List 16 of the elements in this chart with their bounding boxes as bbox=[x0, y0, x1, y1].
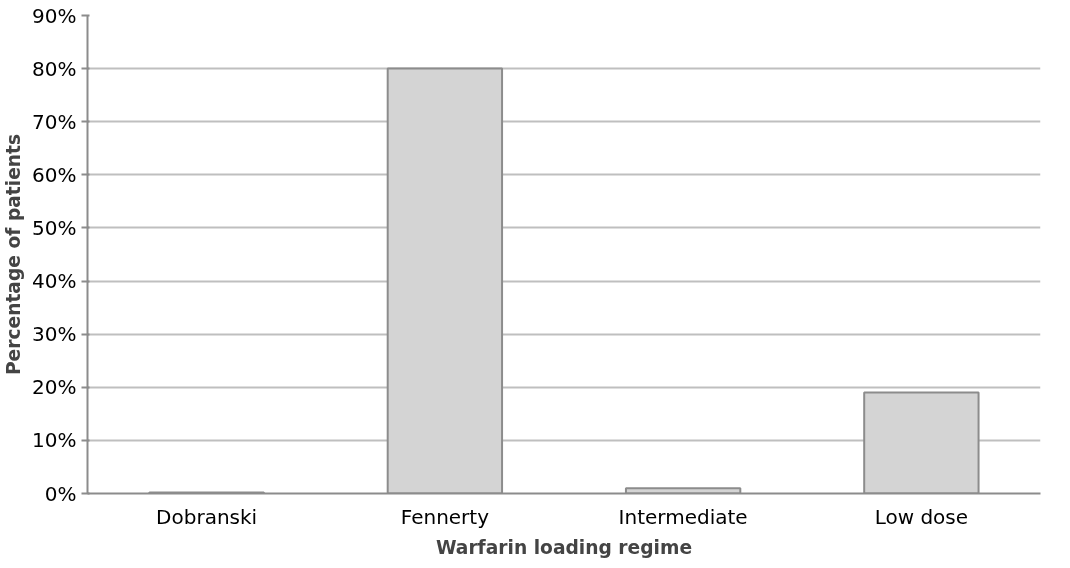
y-tick-label: 60% bbox=[32, 162, 77, 187]
x-tick-label: Intermediate bbox=[618, 504, 748, 529]
y-tick-label: 10% bbox=[32, 428, 77, 453]
x-tick-label: Low dose bbox=[874, 504, 969, 529]
y-tick-label: 80% bbox=[32, 56, 77, 81]
y-tick-label: 30% bbox=[32, 322, 77, 347]
y-tick-label: 50% bbox=[32, 215, 77, 240]
y-tick-label: 90% bbox=[32, 3, 77, 28]
y-tick-label: 40% bbox=[32, 269, 77, 294]
y-tick-label: 70% bbox=[32, 109, 77, 134]
y-tick-label: 20% bbox=[32, 375, 77, 400]
x-tick-label: Dobranski bbox=[156, 504, 258, 529]
x-axis-title: Warfarin loading regime bbox=[435, 536, 693, 558]
y-tick-label: 0% bbox=[44, 481, 77, 506]
x-tick-label: Fennerty bbox=[400, 504, 490, 529]
y-axis-title: Percentage of patients bbox=[3, 133, 25, 376]
